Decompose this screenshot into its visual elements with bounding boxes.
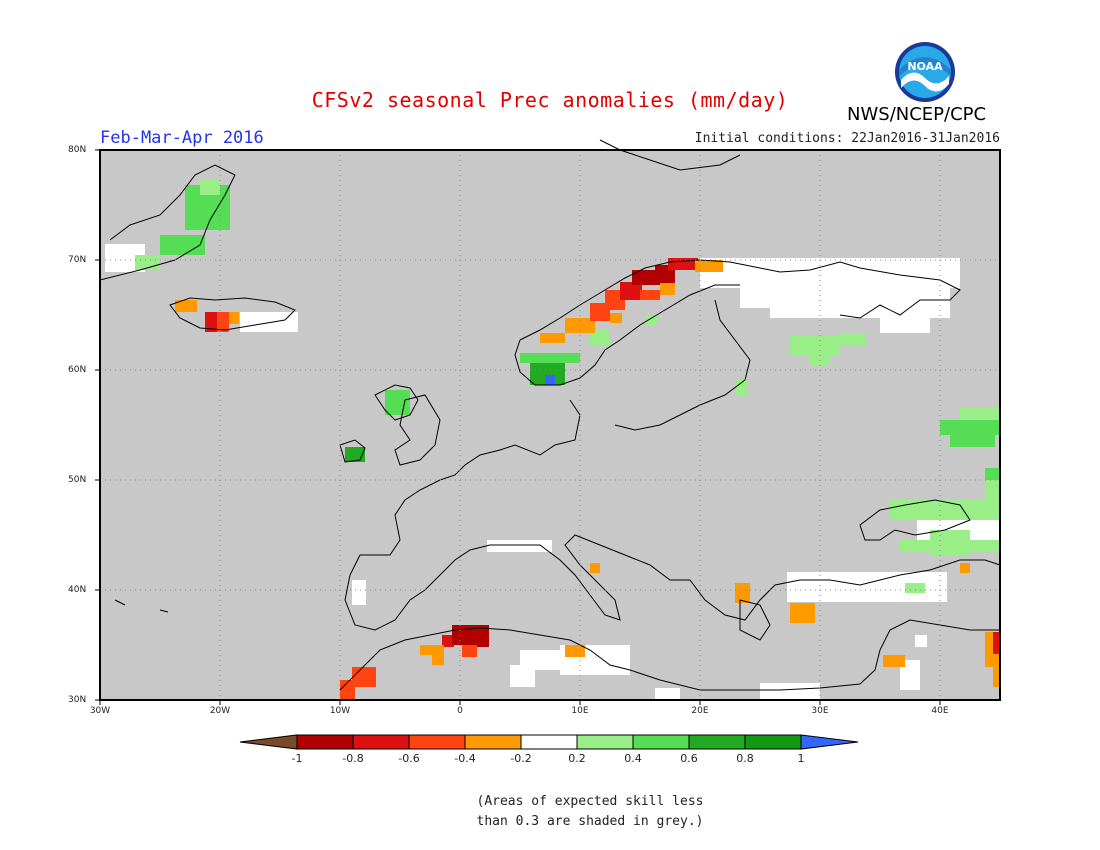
noaa-logo-icon: NOAA bbox=[895, 42, 955, 102]
colorbar-label: 0.6 bbox=[680, 752, 698, 765]
colorbar-label: -0.8 bbox=[342, 752, 364, 765]
lat-label: 60N bbox=[68, 365, 87, 375]
map-frame bbox=[99, 149, 1001, 701]
lon-label: 10W bbox=[329, 706, 351, 716]
initial-conditions: Initial conditions: 22Jan2016-31Jan2016 bbox=[694, 131, 1000, 146]
colorbar-swatch bbox=[744, 734, 802, 750]
graticule bbox=[100, 150, 1000, 700]
lat-label: 50N bbox=[68, 475, 87, 485]
lon-label: 10E bbox=[571, 706, 589, 716]
lon-label: 30E bbox=[811, 706, 829, 716]
footnote: (Areas of expected skill less than 0.3 a… bbox=[0, 792, 1100, 832]
lon-label: 40E bbox=[931, 706, 949, 716]
lon-label: 0 bbox=[457, 706, 463, 716]
colorbar-label: 0.8 bbox=[736, 752, 754, 765]
colorbar-swatch bbox=[520, 734, 578, 750]
colorbar-label: -0.6 bbox=[398, 752, 420, 765]
colorbar-swatch bbox=[352, 734, 410, 750]
colorbar-label: 1 bbox=[797, 752, 805, 765]
negative-anomaly-regions bbox=[175, 258, 1000, 700]
colorbar-swatch bbox=[632, 734, 690, 750]
organization-label: NWS/NCEP/CPC bbox=[847, 104, 987, 125]
lon-label: 30W bbox=[89, 706, 111, 716]
footnote-line-2: than 0.3 are shaded in grey.) bbox=[476, 814, 704, 829]
positive-anomaly-regions bbox=[135, 180, 1000, 593]
colorbar-label: -1 bbox=[291, 752, 303, 765]
colorbar-label: -0.2 bbox=[510, 752, 532, 765]
colorbar-label: 0.2 bbox=[568, 752, 586, 765]
colorbar-swatch bbox=[408, 734, 466, 750]
colorbar bbox=[239, 734, 859, 750]
near-zero-regions bbox=[105, 244, 999, 700]
lat-label: 80N bbox=[68, 145, 87, 155]
lat-label: 70N bbox=[68, 255, 87, 265]
lon-label: 20W bbox=[209, 706, 231, 716]
colorbar-label: 0.4 bbox=[624, 752, 642, 765]
colorbar-arrow-high bbox=[800, 734, 859, 750]
colorbar-swatch bbox=[688, 734, 746, 750]
colorbar-swatch bbox=[576, 734, 634, 750]
map-title: CFSv2 seasonal Prec anomalies (mm/day) bbox=[311, 88, 789, 112]
colorbar-label: -0.4 bbox=[454, 752, 476, 765]
colorbar-arrow-low bbox=[239, 734, 298, 750]
forecast-period: Feb-Mar-Apr 2016 bbox=[100, 128, 264, 148]
lat-label: 30N bbox=[68, 695, 87, 705]
footnote-line-1: (Areas of expected skill less bbox=[476, 794, 704, 809]
map-background bbox=[100, 150, 1000, 700]
lat-label: 40N bbox=[68, 585, 87, 595]
colorbar-swatch bbox=[464, 734, 522, 750]
lon-label: 20E bbox=[691, 706, 709, 716]
logo-text: NOAA bbox=[907, 60, 943, 73]
colorbar-swatch bbox=[296, 734, 354, 750]
